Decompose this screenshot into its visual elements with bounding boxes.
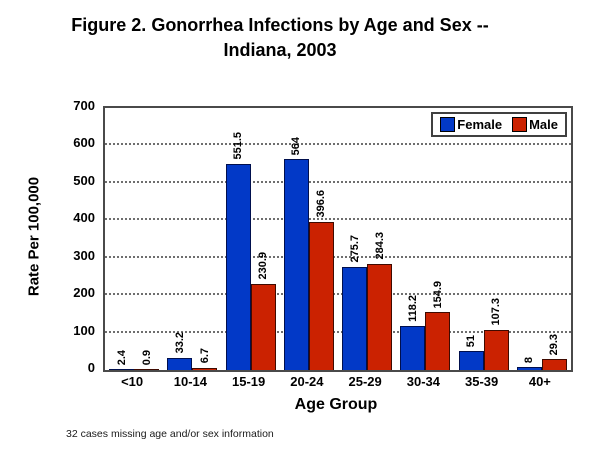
y-tick-500: 500 [73,172,95,188]
bar-female-10-14 [167,357,193,370]
gridline-400 [105,218,571,221]
bar-male-<10 [134,369,160,370]
bar-male-20-24 [308,221,334,370]
bar-female-<10 [109,369,135,370]
value-label-male-15-19: 230.9 [257,252,270,280]
y-tick-700: 700 [73,98,95,113]
bar-female-40+ [516,367,542,370]
bar-male-40+ [541,359,567,370]
legend-swatch-female-icon [440,117,456,132]
figure-title-line1: Figure 2. Gonorrhea Infections by Age an… [71,15,489,35]
gridline-600 [105,143,571,146]
y-tick-100: 100 [73,322,95,338]
bar-female-25-29 [342,266,368,370]
bar-male-25-29 [367,263,393,370]
legend-item-male: Male [512,117,558,132]
x-tick-10-14: 10-14 [173,374,207,389]
gridline-100 [105,330,571,333]
bar-male-35-39 [483,329,509,370]
bar-male-30-34 [425,312,451,370]
value-label-male-<10: 0.9 [140,349,153,365]
legend-label-male: Male [529,117,558,132]
value-label-female-<10: 2.4 [115,349,128,365]
x-axis-title: Age Group [294,396,378,413]
value-label-male-35-39: 107.3 [490,298,503,326]
value-label-female-35-39: 51 [465,334,478,347]
value-label-female-30-34: 118.2 [406,294,419,322]
x-tick-<10: <10 [121,374,144,389]
value-label-female-10-14: 33.2 [173,332,186,354]
footnote: 32 cases missing age and/or sex informat… [66,428,274,440]
bar-female-20-24 [283,158,309,370]
value-label-male-30-34: 154.9 [431,280,444,309]
gridline-200 [105,293,571,296]
bar-female-15-19 [225,163,251,370]
figure-title-line2: Indiana, 2003 [223,40,337,60]
bar-male-15-19 [250,283,276,370]
legend-item-female: Female [440,117,502,132]
value-label-male-20-24: 396.6 [315,190,328,218]
y-axis-title: Rate Per 100,000 [25,176,43,297]
figure-title: Figure 2. Gonorrhea Infections by Age an… [0,13,560,63]
bar-female-35-39 [458,350,484,370]
legend: Female Male [431,112,567,137]
y-tick-300: 300 [73,247,95,263]
value-label-male-10-14: 6.7 [198,348,211,364]
y-tick-400: 400 [73,210,95,226]
value-label-female-25-29: 275.7 [348,235,361,263]
bar-female-30-34 [400,325,426,370]
x-tick-25-29: 25-29 [348,374,382,389]
value-label-female-20-24: 564 [290,136,303,155]
y-tick-200: 200 [73,285,95,301]
x-tick-30-34: 30-34 [406,374,440,389]
bar-male-10-14 [192,367,218,370]
x-tick-20-24: 20-24 [290,374,324,389]
gridline-300 [105,255,571,258]
y-tick-600: 600 [73,135,95,151]
value-label-male-40+: 29.3 [548,333,561,356]
value-label-female-15-19: 551.5 [232,132,245,160]
x-tick-15-19: 15-19 [232,374,266,389]
x-tick-40+: 40+ [528,374,551,389]
x-tick-35-39: 35-39 [465,374,499,389]
gridline-500 [105,180,571,183]
y-tick-0: 0 [87,360,95,375]
legend-label-female: Female [457,117,503,132]
legend-swatch-male-icon [512,117,528,132]
value-label-female-40+: 8 [523,356,536,364]
value-label-male-25-29: 284.3 [373,232,386,260]
plot-area: Female Male 2.4 0.9 33.2 6.7 551.5 230.9 564 396… [103,106,573,372]
